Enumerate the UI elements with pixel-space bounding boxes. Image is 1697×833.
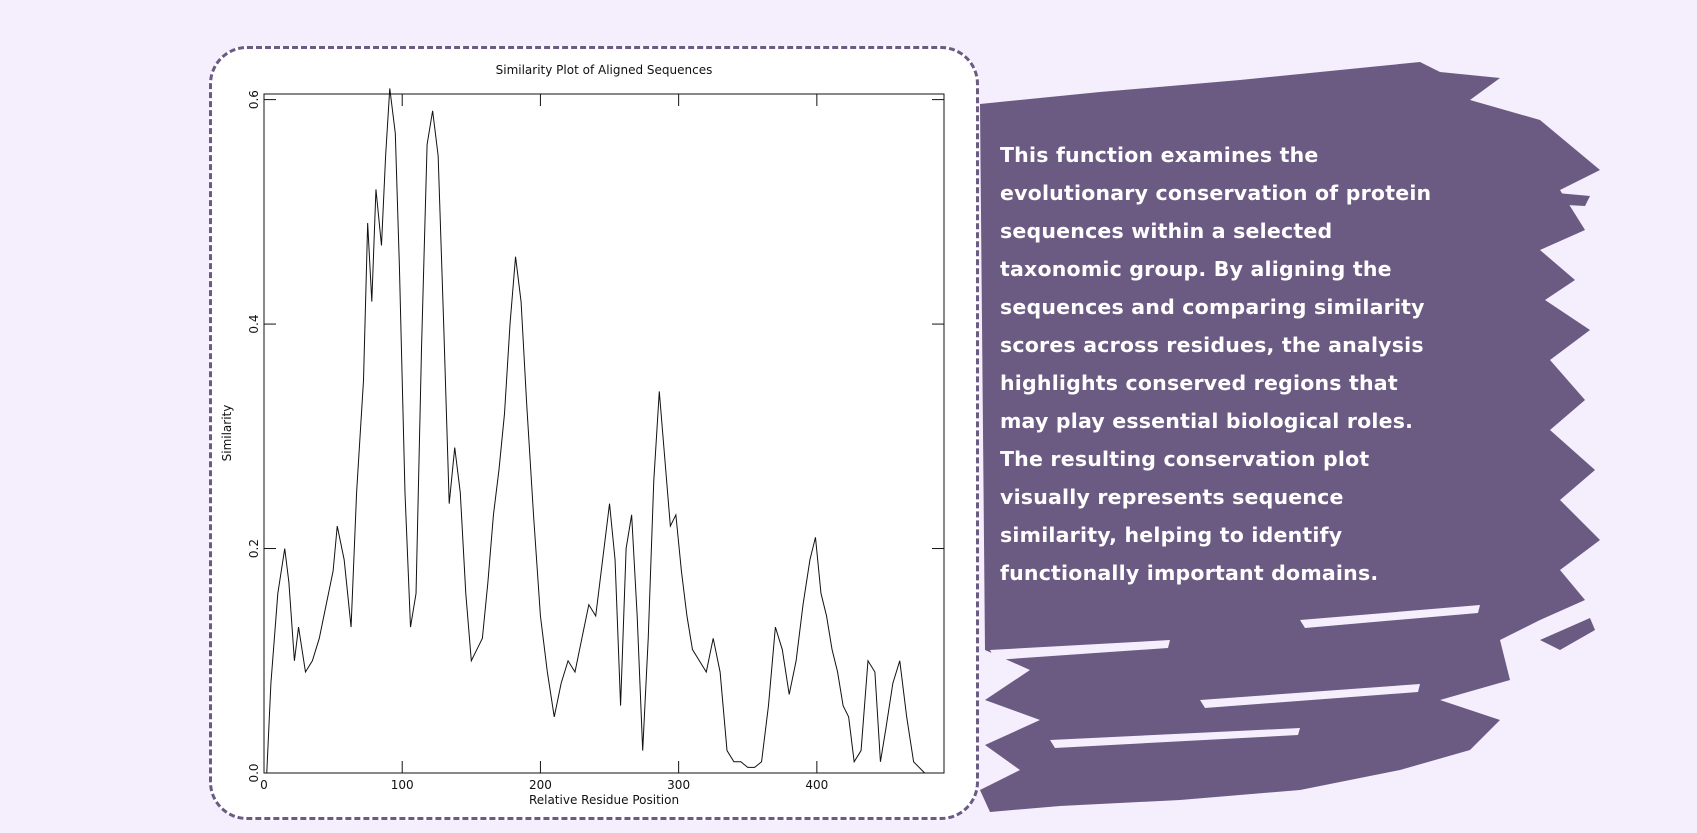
description-line: scores across residues, the analysis <box>1000 333 1424 357</box>
description-line: The resulting conservation plot <box>1000 447 1370 471</box>
description-line: taxonomic group. By aligning the <box>1000 257 1392 281</box>
y-tick-label: 0.4 <box>247 315 261 334</box>
description-line: evolutionary conservation of protein <box>1000 181 1432 205</box>
x-tick-label: 400 <box>805 778 828 792</box>
x-tick-label: 200 <box>529 778 552 792</box>
chart-card <box>209 46 979 820</box>
chart-title: Similarity Plot of Aligned Sequences <box>496 63 713 77</box>
description-line: visually represents sequence <box>1000 485 1344 509</box>
description-line: sequences and comparing similarity <box>1000 295 1425 319</box>
plot-frame <box>263 93 945 774</box>
chart: Similarity Plot of Aligned Sequences Rel… <box>220 63 945 807</box>
description-line: sequences within a selected <box>1000 219 1333 243</box>
description-line: highlights conserved regions that <box>1000 371 1398 395</box>
description-line: may play essential biological roles. <box>1000 409 1414 433</box>
y-axis-label: Similarity <box>220 405 234 462</box>
description-line: functionally important domains. <box>1000 561 1379 585</box>
y-tick-label: 0.6 <box>247 90 261 109</box>
y-tick-label: 0.2 <box>247 539 261 558</box>
x-tick-label: 0 <box>260 778 268 792</box>
x-tick-label: 100 <box>391 778 414 792</box>
x-tick-label: 300 <box>667 778 690 792</box>
similarity-line <box>266 88 926 774</box>
description-line: This function examines the <box>1000 143 1319 167</box>
description-line: similarity, helping to identify <box>1000 523 1343 547</box>
x-axis-label: Relative Residue Position <box>529 793 679 807</box>
description: This function examines the evolutionary c… <box>1000 136 1431 592</box>
y-tick-label: 0.0 <box>247 763 261 782</box>
